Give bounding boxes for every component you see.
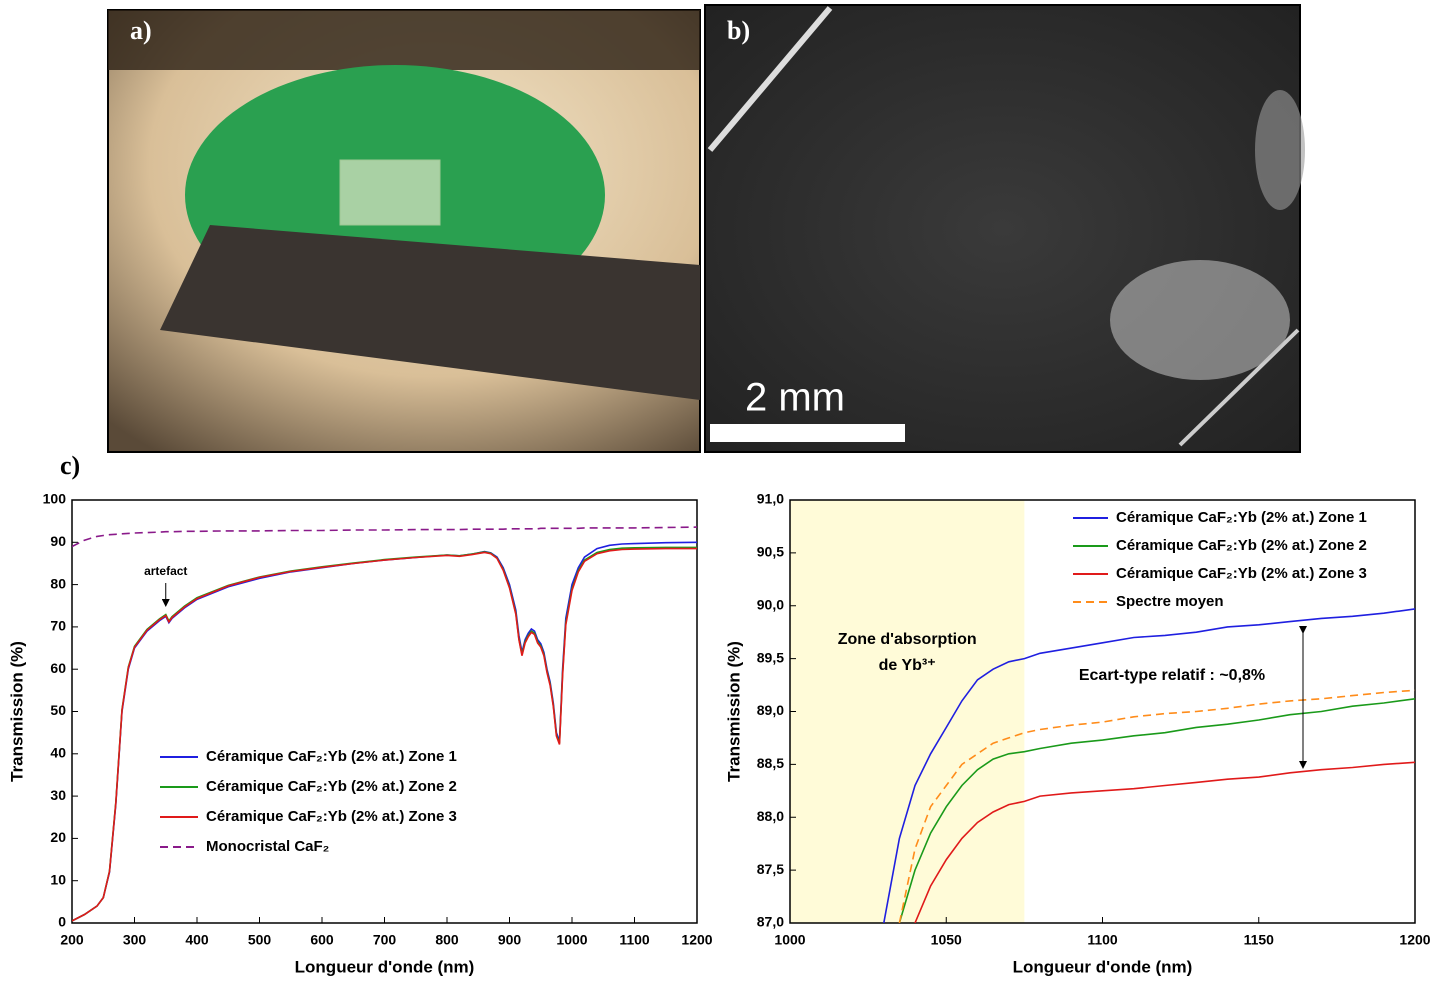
y-tick-label: 100 — [43, 491, 67, 507]
glare — [1110, 260, 1290, 380]
legend-label: Céramique CaF₂:Yb (2% at.) Zone 1 — [1116, 509, 1367, 526]
y-tick-label: 50 — [50, 702, 66, 718]
legend-label: Céramique CaF₂:Yb (2% at.) Zone 3 — [206, 808, 457, 825]
series-line — [72, 546, 697, 922]
series-line — [72, 547, 697, 922]
x-tick-label: 1100 — [619, 932, 650, 948]
y-tick-label: 90 — [50, 533, 66, 549]
x-tick-label: 700 — [373, 932, 397, 948]
x-axis-title: Longueur d'onde (nm) — [1013, 957, 1193, 976]
panel-label: c) — [60, 451, 80, 480]
y-tick-label: 80 — [50, 575, 66, 591]
region-label: de Yb³⁺ — [879, 657, 936, 674]
panel-label: a) — [130, 16, 152, 45]
x-tick-label: 1050 — [931, 932, 962, 948]
x-tick-label: 1200 — [1399, 932, 1430, 948]
legend-label: Céramique CaF₂:Yb (2% at.) Zone 2 — [1116, 537, 1367, 554]
y-tick-label: 88,0 — [757, 808, 784, 824]
legend-label: Céramique CaF₂:Yb (2% at.) Zone 1 — [206, 748, 457, 765]
region-label: Zone d'absorption — [838, 631, 977, 648]
y-tick-label: 90,0 — [757, 596, 784, 612]
x-tick-label: 600 — [310, 932, 334, 948]
ruler — [160, 225, 700, 400]
x-tick-label: 900 — [498, 932, 522, 948]
y-tick-label: 87,5 — [757, 861, 784, 877]
y-tick-label: 60 — [50, 660, 66, 676]
y-tick-label: 89,5 — [757, 649, 784, 665]
y-tick-label: 0 — [58, 914, 66, 930]
x-tick-label: 300 — [123, 932, 147, 948]
photo-shadow — [108, 10, 700, 70]
y-tick-label: 87,0 — [757, 914, 784, 930]
panel-label: b) — [727, 16, 750, 45]
y-tick-label: 20 — [50, 829, 66, 845]
x-tick-label: 400 — [185, 932, 209, 948]
y-tick-label: 91,0 — [757, 491, 784, 507]
series-line — [883, 608, 1415, 923]
y-tick-label: 88,5 — [757, 755, 784, 771]
annotation: artefact — [144, 564, 187, 578]
x-tick-label: 800 — [435, 932, 459, 948]
x-tick-label: 1000 — [556, 932, 587, 948]
annotation: Ecart-type relatif : ~0,8% — [1079, 667, 1265, 684]
y-tick-label: 30 — [50, 787, 66, 803]
y-tick-label: 90,5 — [757, 544, 784, 560]
y-tick-label: 89,0 — [757, 702, 784, 718]
x-tick-label: 1000 — [774, 932, 805, 948]
shaded-region — [790, 500, 1025, 923]
series-line — [914, 761, 1415, 923]
legend-label: Céramique CaF₂:Yb (2% at.) Zone 3 — [1116, 565, 1367, 582]
glare — [1255, 90, 1305, 210]
legend-label: Spectre moyen — [1116, 593, 1224, 610]
ceramic-sample — [339, 159, 441, 226]
y-tick-label: 10 — [50, 871, 66, 887]
series-line — [72, 526, 697, 548]
x-tick-label: 1100 — [1087, 932, 1118, 948]
sample-edge — [707, 6, 833, 152]
scale-label: 2 mm — [745, 376, 845, 420]
y-tick-label: 70 — [50, 618, 66, 634]
x-tick-label: 500 — [248, 932, 272, 948]
x-tick-label: 1200 — [681, 932, 712, 948]
legend-label: Céramique CaF₂:Yb (2% at.) Zone 2 — [206, 778, 457, 795]
x-tick-label: 200 — [60, 932, 84, 948]
scale-bar — [710, 424, 905, 442]
x-tick-label: 1150 — [1244, 932, 1275, 948]
y-axis-title: Transmission (%) — [724, 641, 743, 782]
series-group — [72, 526, 697, 922]
y-axis-title: Transmission (%) — [7, 641, 26, 782]
y-tick-label: 40 — [50, 745, 66, 761]
legend-label: Monocristal CaF₂ — [206, 838, 329, 855]
x-axis-title: Longueur d'onde (nm) — [295, 957, 475, 976]
